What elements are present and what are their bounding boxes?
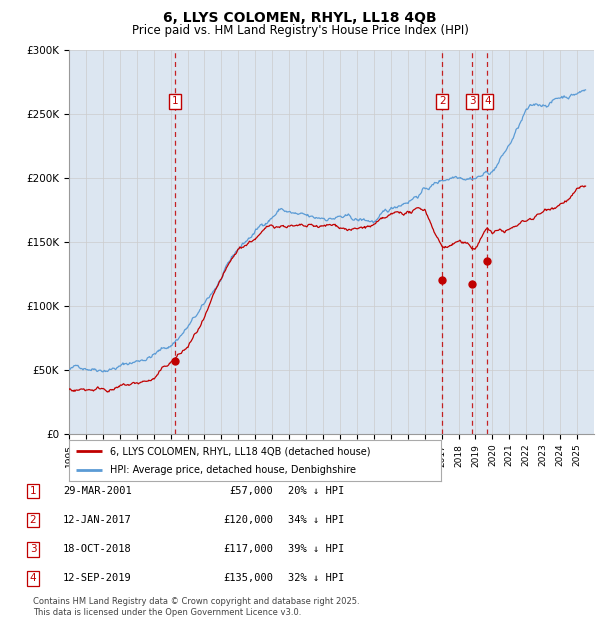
Text: 4: 4	[29, 574, 37, 583]
Text: 39% ↓ HPI: 39% ↓ HPI	[288, 544, 344, 554]
Text: 34% ↓ HPI: 34% ↓ HPI	[288, 515, 344, 525]
Text: £120,000: £120,000	[223, 515, 273, 525]
Text: 20% ↓ HPI: 20% ↓ HPI	[288, 486, 344, 496]
Text: 2: 2	[439, 97, 446, 107]
Text: Price paid vs. HM Land Registry's House Price Index (HPI): Price paid vs. HM Land Registry's House …	[131, 24, 469, 37]
Text: £57,000: £57,000	[229, 486, 273, 496]
Text: 2: 2	[29, 515, 37, 525]
Text: 18-OCT-2018: 18-OCT-2018	[63, 544, 132, 554]
Text: £135,000: £135,000	[223, 574, 273, 583]
Text: 6, LLYS COLOMEN, RHYL, LL18 4QB (detached house): 6, LLYS COLOMEN, RHYL, LL18 4QB (detache…	[110, 446, 370, 456]
Text: 4: 4	[484, 97, 491, 107]
Text: 1: 1	[172, 97, 178, 107]
Text: Contains HM Land Registry data © Crown copyright and database right 2025.
This d: Contains HM Land Registry data © Crown c…	[33, 598, 359, 617]
Text: 12-JAN-2017: 12-JAN-2017	[63, 515, 132, 525]
Text: 29-MAR-2001: 29-MAR-2001	[63, 486, 132, 496]
Text: 3: 3	[469, 97, 475, 107]
Text: £117,000: £117,000	[223, 544, 273, 554]
Text: 6, LLYS COLOMEN, RHYL, LL18 4QB: 6, LLYS COLOMEN, RHYL, LL18 4QB	[163, 11, 437, 25]
Text: 1: 1	[29, 486, 37, 496]
Text: 3: 3	[29, 544, 37, 554]
Text: HPI: Average price, detached house, Denbighshire: HPI: Average price, detached house, Denb…	[110, 465, 356, 475]
Text: 12-SEP-2019: 12-SEP-2019	[63, 574, 132, 583]
Text: 32% ↓ HPI: 32% ↓ HPI	[288, 574, 344, 583]
